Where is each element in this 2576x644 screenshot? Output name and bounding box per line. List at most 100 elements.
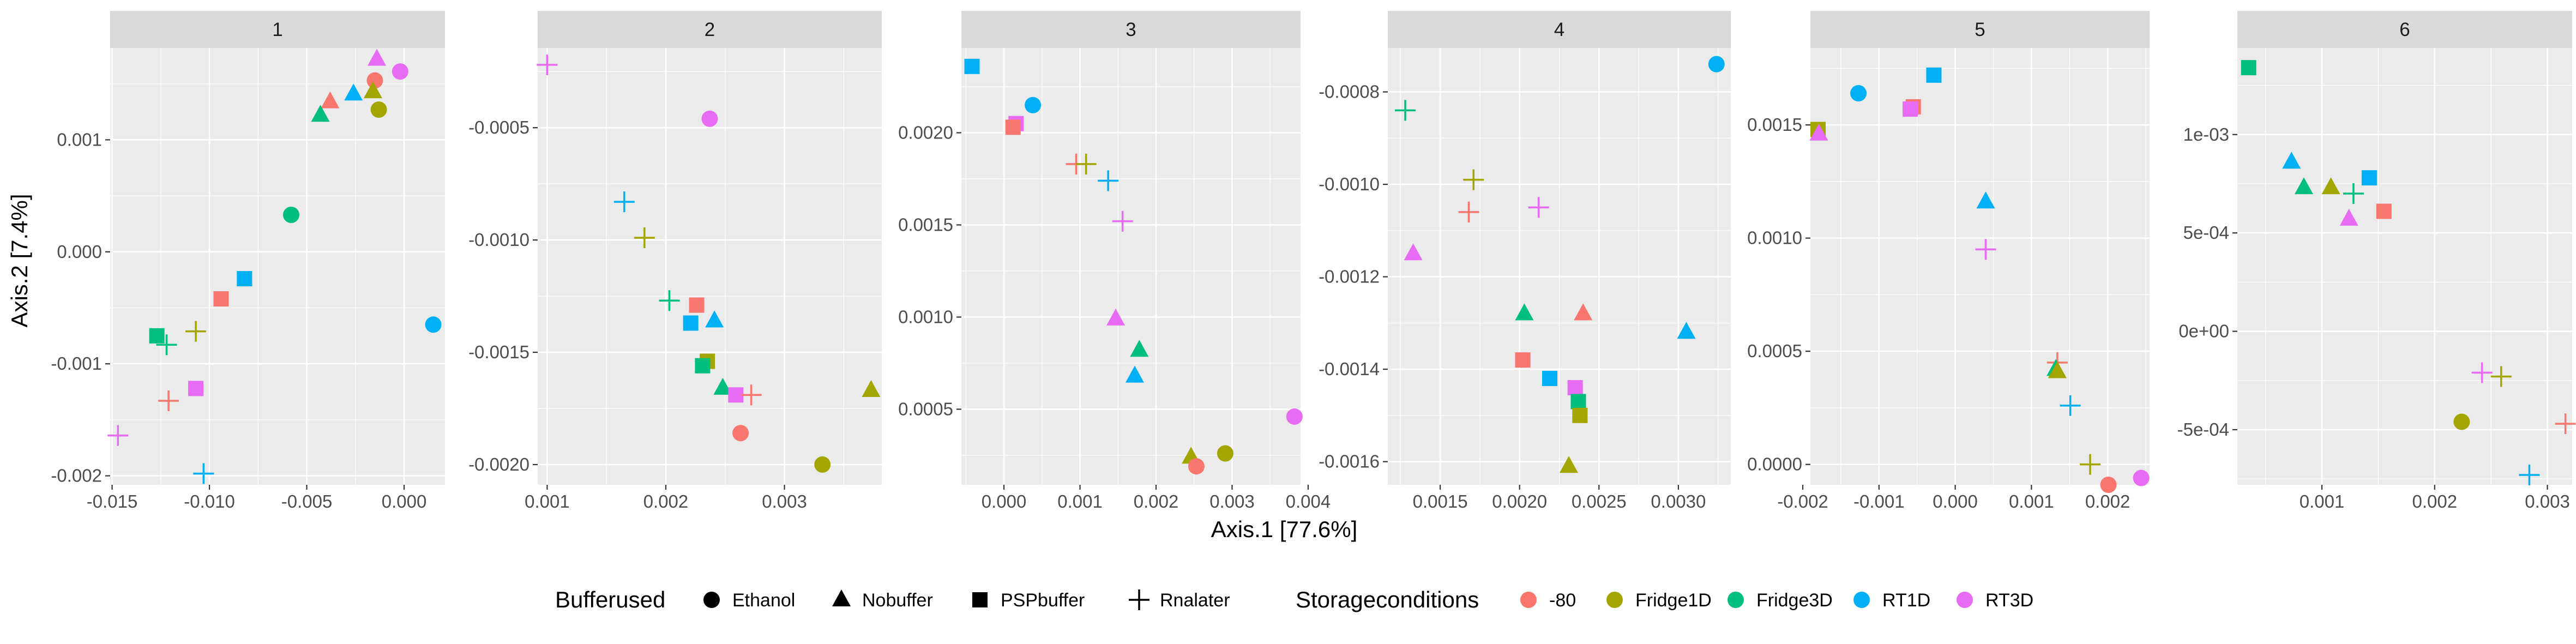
data-point xyxy=(2361,170,2377,186)
panel-background xyxy=(110,48,445,485)
y-tick-label: -5e-04 xyxy=(2177,419,2229,440)
y-tick-label: 0e+00 xyxy=(2178,321,2229,341)
data-point xyxy=(695,358,711,374)
data-point xyxy=(1850,85,1867,102)
legend-label: Fridge3D xyxy=(1756,590,1833,611)
data-point xyxy=(321,91,340,109)
legend-title-storageconditions: Storageconditions xyxy=(1296,587,1479,612)
data-point xyxy=(683,315,699,331)
facet-strip-3 xyxy=(961,11,1301,48)
data-point xyxy=(1926,67,1942,83)
data-point xyxy=(1708,56,1725,73)
y-tick-label: -0.0020 xyxy=(468,454,529,474)
data-point xyxy=(689,297,705,313)
facet-strip-1 xyxy=(110,11,445,48)
x-tick-label: 0.001 xyxy=(2009,491,2054,511)
legend-key-nobuffer xyxy=(832,589,851,606)
data-point xyxy=(1572,407,1588,423)
data-point xyxy=(613,191,635,213)
legend-key-pspbuffer xyxy=(972,592,988,607)
data-point xyxy=(2048,361,2067,378)
facet-strip-label: 5 xyxy=(1975,19,1985,40)
data-point xyxy=(741,384,762,406)
data-point xyxy=(425,316,442,333)
data-point xyxy=(2339,208,2358,226)
x-tick-label: 0.002 xyxy=(2412,491,2457,511)
data-point xyxy=(1515,352,1531,368)
facet-strip-label: 2 xyxy=(705,19,715,40)
data-point xyxy=(1903,101,1918,117)
legend-key-ethanol xyxy=(703,592,720,608)
x-tick-label: 0.002 xyxy=(643,491,689,511)
data-point xyxy=(188,381,204,396)
data-point xyxy=(634,227,655,248)
data-point xyxy=(282,207,299,224)
data-point xyxy=(363,81,382,99)
data-point xyxy=(2376,203,2392,219)
data-point xyxy=(344,83,363,101)
data-point xyxy=(156,334,177,356)
y-tick-label: 0.0000 xyxy=(1747,454,1802,474)
y-tick-label: 0.0005 xyxy=(1747,341,1802,361)
legend-label: Nobuffer xyxy=(862,590,933,611)
y-tick-label: -0.0014 xyxy=(1319,359,1380,379)
data-point xyxy=(1188,458,1205,475)
data-point xyxy=(1130,340,1149,357)
x-tick-label: 0.002 xyxy=(2085,491,2130,511)
legend-title-bufferused: Bufferused xyxy=(555,587,665,612)
facet-panel-1: 1 -0.015 -0.010 -0.005 0.000 -0.002 -0.001 0.00… xyxy=(51,11,445,511)
data-point xyxy=(368,49,387,66)
data-point xyxy=(1217,445,1233,462)
y-tick-label: -0.0015 xyxy=(468,342,529,362)
data-point xyxy=(2471,362,2493,383)
data-point xyxy=(149,328,165,344)
data-point xyxy=(237,271,252,287)
x-tick-label: 0.000 xyxy=(1933,491,1978,511)
x-tick-label: -0.001 xyxy=(1853,491,1905,511)
x-tick-label: 0.003 xyxy=(2525,491,2570,511)
y-tick-label: -0.0012 xyxy=(1319,267,1380,287)
facet-strip-6 xyxy=(2237,11,2572,48)
data-point xyxy=(659,290,680,311)
data-point xyxy=(1528,197,1549,218)
y-tick-label: -0.0010 xyxy=(1319,174,1380,194)
x-tick-label: 0.002 xyxy=(1134,491,1179,511)
data-point xyxy=(370,101,387,118)
legend-label: RT1D xyxy=(1882,590,1930,611)
panel-background xyxy=(2237,48,2572,485)
data-point xyxy=(964,58,980,74)
y-tick-label: -0.001 xyxy=(51,353,102,374)
data-point xyxy=(1025,97,1042,113)
y-tick-label: 0.0010 xyxy=(1747,228,1802,248)
data-point xyxy=(2100,477,2117,493)
x-tick-label: -0.005 xyxy=(281,491,333,511)
data-point xyxy=(158,390,179,411)
legend-key-rt3d xyxy=(1957,592,1973,608)
panel-background xyxy=(1810,48,2150,485)
x-tick-label: 0.001 xyxy=(525,491,570,511)
x-tick-label: 0.0025 xyxy=(1572,491,1627,511)
data-point xyxy=(1975,239,1996,260)
data-point xyxy=(1395,100,1416,121)
x-tick-label: 0.0030 xyxy=(1651,491,1706,511)
y-tick-label: 1e-03 xyxy=(2183,124,2229,145)
legend-key-rnalater xyxy=(1129,589,1149,610)
data-point xyxy=(311,105,330,122)
y-axis-title: Axis.2 [7.4%] xyxy=(7,194,32,327)
data-point xyxy=(193,463,214,484)
facet-strip-5 xyxy=(1810,11,2150,48)
data-point xyxy=(814,456,831,473)
data-point xyxy=(713,377,732,395)
y-tick-label: 5e-04 xyxy=(2183,222,2229,243)
data-point xyxy=(2241,60,2256,76)
facet-panel-2: 2 0.001 0.002 0.003 -0.0020 -0.0015 -0.0010 -0.… xyxy=(468,11,882,511)
legend-key--80 xyxy=(1520,592,1537,608)
y-tick-label: -0.0008 xyxy=(1319,82,1380,102)
y-tick-label: 0.0005 xyxy=(898,399,953,419)
legend-key-rt1d xyxy=(1853,592,1870,608)
data-point xyxy=(1677,322,1696,339)
data-point xyxy=(1404,243,1423,261)
legend-key-fridge3d xyxy=(1728,592,1744,608)
legend-label: RT3D xyxy=(1985,590,2033,611)
data-point xyxy=(1106,308,1126,326)
